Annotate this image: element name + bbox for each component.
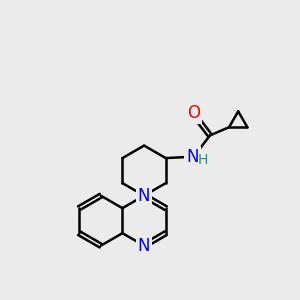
Text: H: H (198, 153, 208, 167)
Text: N: N (186, 148, 199, 166)
Text: N: N (138, 187, 150, 205)
Text: O: O (187, 104, 200, 122)
Text: N: N (138, 237, 150, 255)
